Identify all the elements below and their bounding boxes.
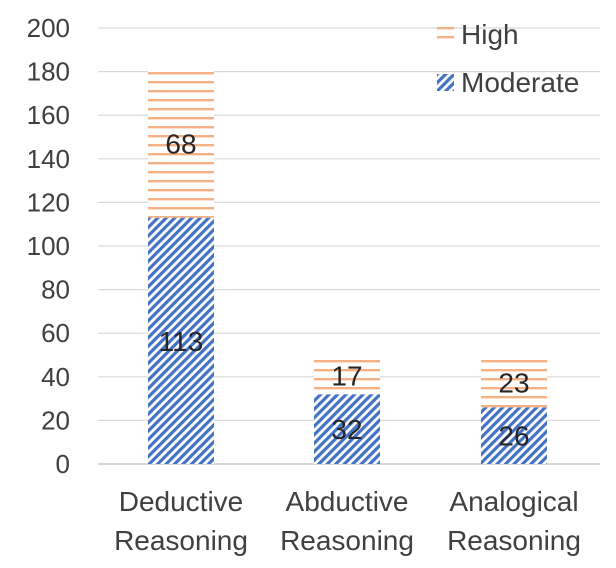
bar-high-0 — [148, 69, 214, 218]
y-tick-label: 20 — [41, 405, 70, 435]
legend-swatch-moderate — [437, 74, 454, 91]
bar-high-1 — [314, 357, 380, 395]
data-label-moderate: 26 — [498, 421, 529, 452]
y-tick-label: 120 — [27, 187, 70, 217]
y-tick-label: 60 — [41, 318, 70, 348]
y-tick-label: 180 — [27, 57, 70, 87]
data-label-moderate: 32 — [331, 414, 362, 445]
data-label-high: 17 — [331, 361, 362, 392]
x-category-label: Reasoning — [114, 525, 248, 556]
bar-moderate-1 — [314, 394, 380, 464]
bar-high-2 — [481, 357, 547, 408]
y-tick-label: 40 — [41, 362, 70, 392]
bar-moderate-0 — [148, 217, 214, 464]
data-label-high: 23 — [498, 367, 529, 398]
x-category-label: Abductive — [286, 486, 409, 517]
x-category-label: Reasoning — [447, 525, 581, 556]
x-axis-category-labels: Deductive Reasoning Abductive Reasoning Anal… — [114, 486, 581, 556]
legend-swatch-high — [437, 26, 454, 43]
y-tick-label: 160 — [27, 100, 70, 130]
y-tick-label: 0 — [56, 449, 70, 479]
y-tick-label: 200 — [27, 13, 70, 43]
x-category-label: Deductive — [119, 486, 244, 517]
x-category-label: Reasoning — [280, 525, 414, 556]
data-label-high: 68 — [165, 129, 196, 160]
x-category-label: Analogical — [449, 486, 578, 517]
y-tick-label: 140 — [27, 144, 70, 174]
y-tick-label: 100 — [27, 231, 70, 261]
bars — [148, 69, 547, 464]
y-axis-tick-labels: 0 20 40 60 80 100 120 140 160 180 200 — [27, 13, 70, 479]
legend-label-high: High — [461, 19, 519, 50]
bar-moderate-2 — [481, 407, 547, 464]
legend-label-moderate: Moderate — [461, 67, 579, 98]
data-label-moderate: 113 — [159, 326, 204, 357]
data-labels: 113 68 32 17 26 23 — [159, 129, 530, 452]
y-tick-label: 80 — [41, 275, 70, 305]
legend: High Moderate — [437, 19, 579, 98]
